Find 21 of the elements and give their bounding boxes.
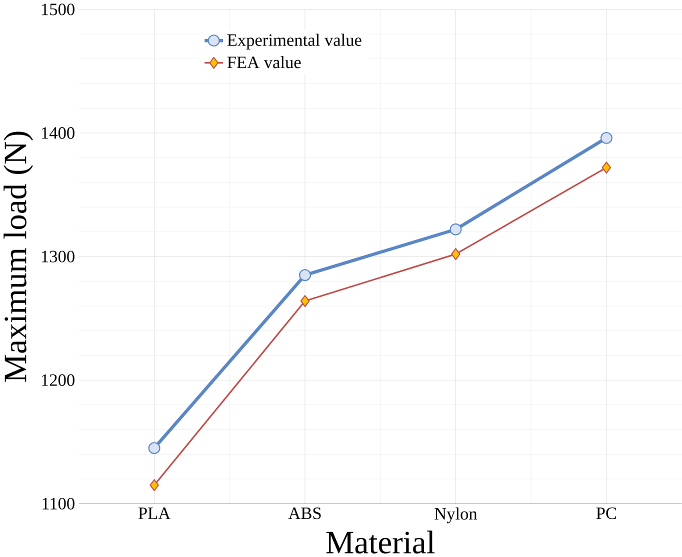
- legend-label: FEA value: [227, 56, 301, 68]
- y-tick-label: 1200: [42, 374, 74, 386]
- x-tick-label: PLA: [138, 507, 171, 519]
- x-tick-label: Nylon: [434, 507, 478, 524]
- y-tick-label: 1500: [42, 4, 74, 16]
- point: [602, 162, 612, 174]
- point: [450, 223, 462, 236]
- point: [148, 442, 160, 454]
- point: [600, 132, 612, 144]
- legend-label: Experimental value: [227, 34, 362, 50]
- x-tick-label: PC: [596, 507, 616, 520]
- point: [150, 479, 159, 492]
- point: [299, 269, 311, 282]
- y-tick-label: 1400: [42, 127, 74, 139]
- point: [451, 248, 460, 260]
- y-tick-label: 1100: [42, 498, 74, 510]
- x-axis-title: Material: [326, 530, 435, 554]
- y-axis-title: Maximum load (N): [4, 132, 34, 382]
- x-tick-label: ABS: [288, 507, 321, 520]
- y-tick-label: 1300: [42, 250, 74, 262]
- point: [300, 294, 310, 307]
